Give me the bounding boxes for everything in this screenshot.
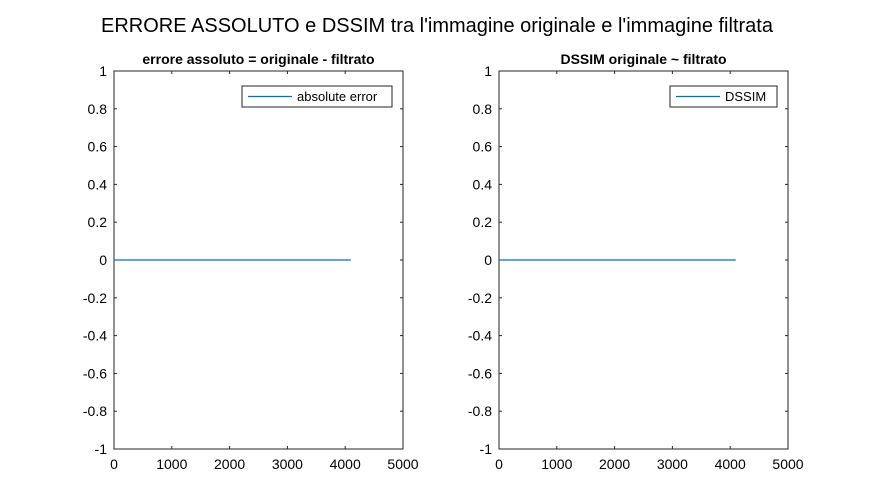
y-tick-label: -1: [95, 441, 108, 457]
x-tick-label: 2000: [214, 456, 245, 472]
x-tick-label: 3000: [272, 456, 303, 472]
x-tick-label: 1000: [541, 456, 572, 472]
legend-box: [241, 85, 393, 108]
y-tick-label: 1: [99, 63, 107, 79]
x-tick-label: 0: [110, 456, 118, 472]
x-tick-label: 0: [495, 456, 503, 472]
y-tick-label: 1: [484, 63, 492, 79]
legend: DSSIM: [669, 85, 778, 108]
y-tick-label: -0.2: [83, 290, 107, 306]
y-tick-label: 0.2: [88, 214, 108, 230]
x-tick-label: 2000: [599, 456, 630, 472]
legend: absolute error: [241, 85, 393, 108]
y-tick-label: -0.2: [468, 290, 492, 306]
y-tick-label: -0.4: [83, 328, 107, 344]
x-tick-label: 4000: [715, 456, 746, 472]
legend-label: absolute error: [297, 89, 378, 104]
legend-label: DSSIM: [725, 89, 766, 104]
axes-absolute-error: errore assoluto = originale - filtrato 0 1…: [83, 51, 419, 472]
y-tick-label: 0.8: [473, 101, 493, 117]
y-tick-label: -0.6: [83, 365, 107, 381]
axes-dssim: DSSIM originale ~ filtrato 0 1000 2000 3000 4…: [468, 51, 804, 472]
y-tick-label: 0.4: [88, 176, 108, 192]
x-tick-label: 3000: [657, 456, 688, 472]
figure-title: ERRORE ASSOLUTO e DSSIM tra l'immagine o…: [101, 15, 774, 37]
x-tick-label: 5000: [772, 456, 803, 472]
y-tick-label: 0.6: [473, 139, 493, 155]
x-tick-label: 5000: [387, 456, 418, 472]
y-tick-label: 0.6: [88, 139, 108, 155]
y-tick-label: 0.4: [473, 176, 493, 192]
y-tick-label: -0.4: [468, 328, 492, 344]
y-tick-label: 0.2: [473, 214, 493, 230]
y-tick-label: 0.8: [88, 101, 108, 117]
y-tick-label: -1: [480, 441, 493, 457]
axes-title: errore assoluto = originale - filtrato: [142, 51, 374, 67]
x-tick-label: 4000: [330, 456, 361, 472]
y-tick-label: -0.6: [468, 365, 492, 381]
y-tick-label: 0: [99, 252, 107, 268]
axes-title: DSSIM originale ~ filtrato: [560, 51, 726, 67]
x-tick-label: 1000: [156, 456, 187, 472]
y-tick-label: 0: [484, 252, 492, 268]
y-tick-label: -0.8: [468, 403, 492, 419]
y-tick-label: -0.8: [83, 403, 107, 419]
legend-box: [669, 85, 778, 108]
